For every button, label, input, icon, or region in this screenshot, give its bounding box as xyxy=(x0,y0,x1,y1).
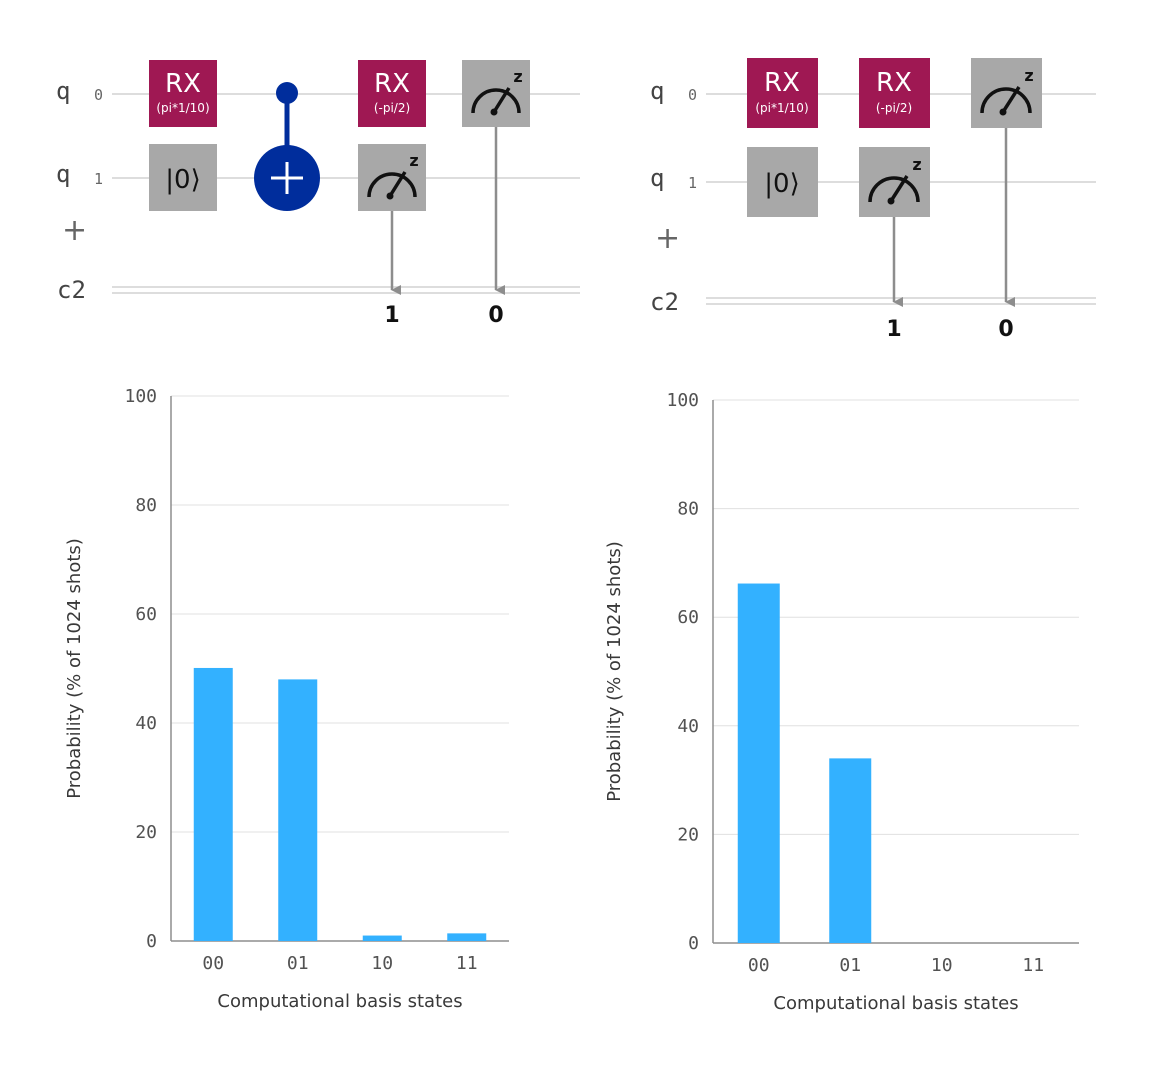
qubit-index-q0: 0 xyxy=(94,86,103,104)
bar-01[interactable] xyxy=(829,758,872,943)
y-axis-title: Probability (% of 1024 shots) xyxy=(604,541,625,802)
x-tick-label: 01 xyxy=(287,953,309,974)
x-tick-label: 01 xyxy=(839,955,861,976)
circuit-right: q 0 q 1 + c2 RX (pi*1/10) |0⟩ RX (-pi/2) xyxy=(650,58,1096,342)
measure-gate[interactable]: z 0 xyxy=(462,60,530,328)
y-tick-label: 100 xyxy=(124,386,157,407)
qubit-label-q1: q xyxy=(650,164,664,192)
gate-label: |0⟩ xyxy=(764,169,799,199)
x-tick-label: 11 xyxy=(456,953,478,974)
classical-bit-label: 1 xyxy=(384,303,399,328)
qubit-index-q1: 1 xyxy=(94,170,103,188)
y-tick-label: 0 xyxy=(688,933,699,954)
meter-icon xyxy=(868,175,920,205)
gate-label: RX xyxy=(165,69,201,99)
y-tick-label: 20 xyxy=(135,822,157,843)
rx-gate[interactable]: RX (-pi/2) xyxy=(859,58,930,128)
histogram-left: 0 20 40 60 80 100 00 01 10 11 Computational basis … xyxy=(64,386,509,1012)
qubit-label-q1: q xyxy=(56,160,70,188)
basis-label: z xyxy=(912,155,921,174)
add-qubit-button[interactable]: + xyxy=(62,213,87,248)
y-tick-label: 60 xyxy=(135,604,157,625)
y-tick-label: 80 xyxy=(677,499,699,520)
y-axis-title: Probability (% of 1024 shots) xyxy=(64,538,85,799)
classical-register-label: c2 xyxy=(650,288,679,316)
bar-00[interactable] xyxy=(193,667,233,941)
measure-gate[interactable]: z 1 xyxy=(358,144,426,328)
control-dot xyxy=(276,82,298,104)
x-tick-label: 00 xyxy=(202,953,224,974)
meter-icon xyxy=(471,87,521,116)
rx-gate[interactable]: RX (-pi/2) xyxy=(358,60,426,127)
cnot-gate[interactable] xyxy=(254,82,320,211)
gate-label: |0⟩ xyxy=(165,165,200,195)
measure-gate[interactable]: z 0 xyxy=(971,58,1042,342)
gate-param: (pi*1/10) xyxy=(755,101,808,115)
measure-gate[interactable]: z 1 xyxy=(859,147,930,342)
classical-bit-label: 0 xyxy=(998,317,1013,342)
x-tick-label: 10 xyxy=(931,955,953,976)
gate-label: RX xyxy=(764,68,800,98)
gate-label: RX xyxy=(876,68,912,98)
x-tick-label: 11 xyxy=(1022,955,1044,976)
rx-gate[interactable]: RX (pi*1/10) xyxy=(149,60,217,127)
bar-11[interactable] xyxy=(447,933,487,941)
qubit-index-q1: 1 xyxy=(688,174,697,192)
qubit-label-q0: q xyxy=(650,77,664,105)
x-tick-label: 00 xyxy=(748,955,770,976)
classical-bit-label: 0 xyxy=(488,303,503,328)
reset-gate[interactable]: |0⟩ xyxy=(747,147,818,217)
y-tick-label: 60 xyxy=(677,607,699,628)
y-tick-label: 100 xyxy=(666,390,699,411)
rx-gate[interactable]: RX (pi*1/10) xyxy=(747,58,818,128)
gate-param: (-pi/2) xyxy=(374,101,410,115)
add-qubit-button[interactable]: + xyxy=(655,221,680,256)
gate-param: (pi*1/10) xyxy=(156,101,209,115)
basis-label: z xyxy=(513,67,522,86)
y-tick-label: 40 xyxy=(677,716,699,737)
y-tick-label: 40 xyxy=(135,713,157,734)
y-tick-label: 80 xyxy=(135,495,157,516)
meter-icon xyxy=(367,171,417,200)
gate-param: (-pi/2) xyxy=(876,101,912,115)
circuit-left: q 0 q 1 + c2 RX (pi*1/10) |0⟩ xyxy=(56,60,580,328)
bar-10[interactable] xyxy=(362,935,402,941)
basis-label: z xyxy=(1024,66,1033,85)
meter-icon xyxy=(980,86,1032,116)
x-axis-title: Computational basis states xyxy=(217,991,462,1012)
bar-01[interactable] xyxy=(278,679,318,941)
reset-gate[interactable]: |0⟩ xyxy=(149,144,217,211)
gate-label: RX xyxy=(374,69,410,99)
bar-00[interactable] xyxy=(737,583,780,943)
x-axis-title: Computational basis states xyxy=(773,993,1018,1014)
basis-label: z xyxy=(409,151,418,170)
x-tick-label: 10 xyxy=(371,953,393,974)
qubit-label-q0: q xyxy=(56,77,70,105)
y-tick-label: 0 xyxy=(146,931,157,952)
classical-register-label: c2 xyxy=(57,276,86,304)
qubit-index-q0: 0 xyxy=(688,86,697,104)
y-tick-label: 20 xyxy=(677,824,699,845)
classical-bit-label: 1 xyxy=(886,317,901,342)
